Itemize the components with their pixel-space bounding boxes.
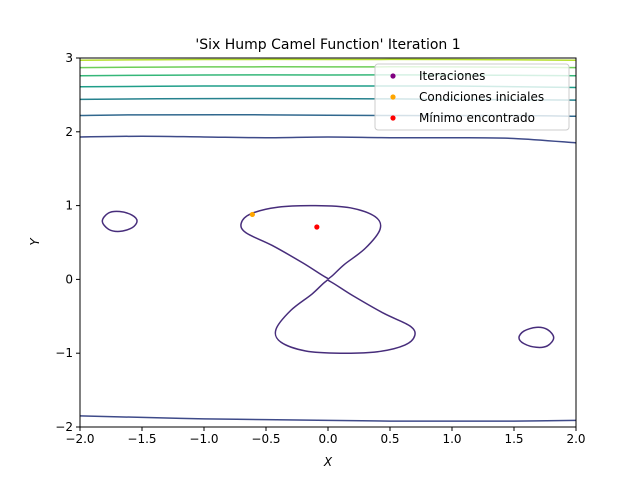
y-tick-label: 3 [65, 51, 73, 65]
y-axis-label: Y [28, 237, 42, 246]
contour-line-figure-eight-upper [240, 204, 382, 280]
x-axis-label: X [323, 455, 333, 469]
chart-title: 'Six Hump Camel Function' Iteration 1 [195, 37, 460, 53]
contour-line-top-7 [80, 58, 576, 61]
series-3-point-1 [314, 224, 320, 230]
legend-label-2: Condiciones iniciales [419, 90, 544, 104]
x-tick-label: −0.5 [251, 432, 280, 446]
series-2-point-1 [249, 211, 255, 218]
y-axis: −2 −1 0 1 2 3 [55, 51, 80, 434]
y-tick-label: −2 [55, 420, 73, 434]
legend-box [374, 63, 570, 131]
data-points [249, 211, 320, 230]
x-tick-label: −1.5 [127, 432, 156, 446]
contour-line-left-lobe [101, 210, 138, 233]
x-tick-label: −2.0 [65, 432, 94, 446]
legend-marker-1 [390, 73, 396, 79]
legend-marker-2 [390, 94, 396, 100]
contour-line-right-lobe [518, 326, 555, 349]
legend-label-3: Mínimo encontrado [419, 111, 535, 125]
x-tick-label: 0.5 [380, 432, 399, 446]
x-axis: −2.0 −1.5 −1.0 −0.5 0.0 0.5 1.0 1.5 2.0 [65, 427, 586, 446]
contour-line-figure-eight-lower [274, 279, 416, 354]
y-tick-label: −1 [55, 346, 73, 360]
x-tick-label: 2.0 [566, 432, 585, 446]
x-tick-label: 1.0 [442, 432, 461, 446]
contour-line-top-1 [80, 135, 576, 144]
legend-marker-3 [390, 115, 396, 121]
y-tick-label: 0 [65, 272, 73, 286]
legend: Iteraciones Condiciones iniciales Mínimo e… [374, 63, 570, 131]
x-tick-label: −1.0 [189, 432, 218, 446]
legend-label-1: Iteraciones [419, 69, 485, 83]
y-tick-label: 1 [65, 199, 73, 213]
x-tick-label: 1.5 [504, 432, 523, 446]
x-tick-label: 0.0 [318, 432, 337, 446]
contour-line-bottom [80, 415, 576, 422]
y-tick-label: 2 [65, 125, 73, 139]
